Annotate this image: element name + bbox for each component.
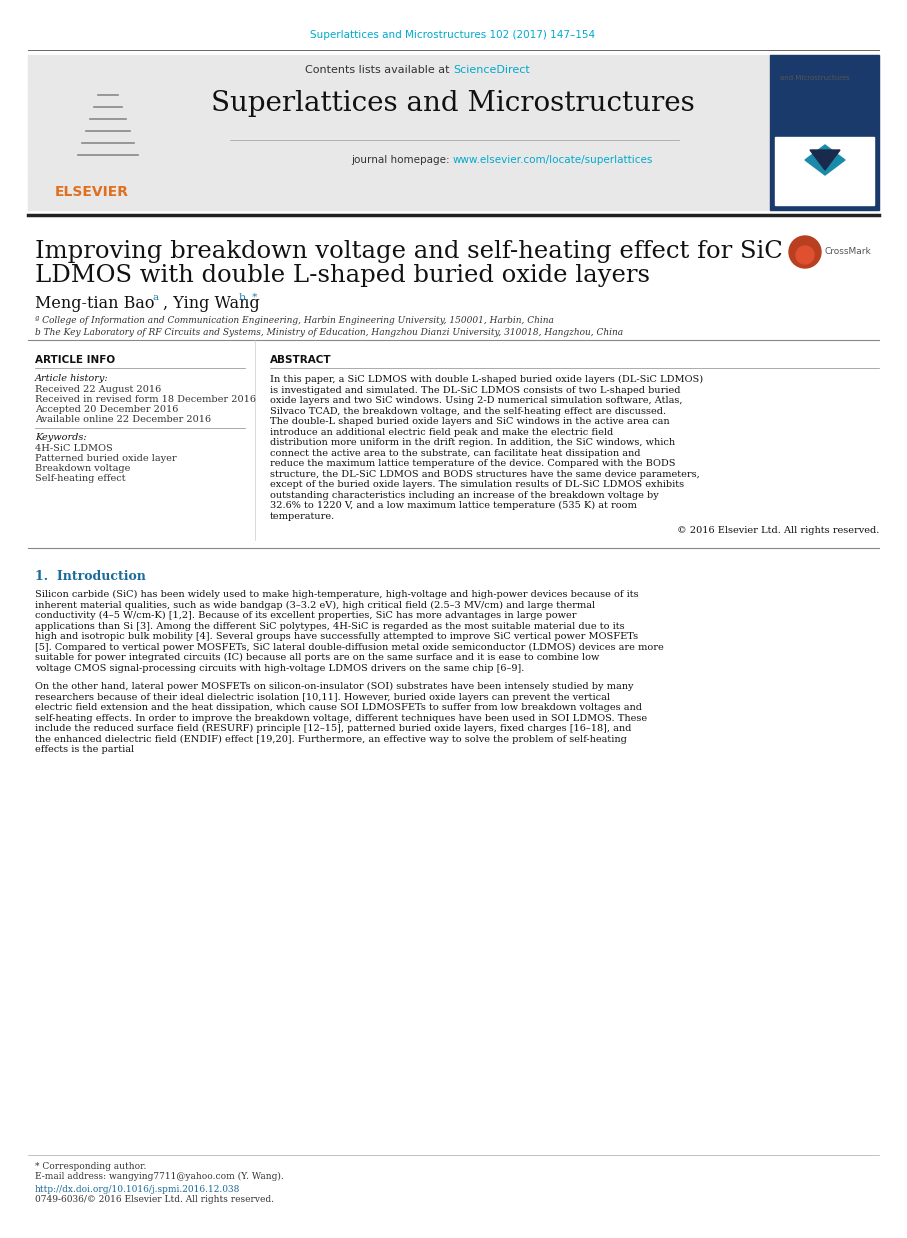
Text: Contents lists available at: Contents lists available at (305, 66, 453, 76)
Text: outstanding characteristics including an increase of the breakdown voltage by: outstanding characteristics including an… (270, 490, 658, 499)
Text: voltage CMOS signal-processing circuits with high-voltage LDMOS drivers on the s: voltage CMOS signal-processing circuits … (35, 664, 524, 672)
Text: b The Key Laboratory of RF Circuits and Systems, Ministry of Education, Hangzhou: b The Key Laboratory of RF Circuits and … (35, 328, 623, 337)
Text: ABSTRACT: ABSTRACT (270, 355, 332, 365)
Bar (28, 54, 879, 210)
Text: self-heating effects. In order to improve the breakdown voltage, different techn: self-heating effects. In order to improv… (35, 713, 647, 723)
Text: Self-heating effect: Self-heating effect (35, 474, 126, 483)
Text: , Ying Wang: , Ying Wang (163, 295, 259, 312)
Text: conductivity (4–5 W/cm-K) [1,2]. Because of its excellent properties, SiC has mo: conductivity (4–5 W/cm-K) [1,2]. Because… (35, 612, 577, 620)
Text: On the other hand, lateral power MOSFETs on silicon-on-insulator (SOI) substrate: On the other hand, lateral power MOSFETs… (35, 682, 633, 691)
Text: Improving breakdown voltage and self-heating effect for SiC: Improving breakdown voltage and self-hea… (35, 240, 783, 262)
Text: Superlattices and Microstructures: Superlattices and Microstructures (211, 90, 695, 118)
Text: Received 22 August 2016: Received 22 August 2016 (35, 385, 161, 394)
Bar (770, 54, 879, 210)
Bar (775, 137, 874, 206)
Text: structure, the DL-SiC LDMOS and BODS structures have the same device parameters,: structure, the DL-SiC LDMOS and BODS str… (270, 469, 699, 479)
Text: Superlattices: Superlattices (780, 66, 848, 74)
Text: 0749-6036/© 2016 Elsevier Ltd. All rights reserved.: 0749-6036/© 2016 Elsevier Ltd. All right… (35, 1195, 274, 1205)
Text: Superlattices and Microstructures 102 (2017) 147–154: Superlattices and Microstructures 102 (2… (310, 30, 596, 40)
Text: and Microstructures: and Microstructures (780, 76, 850, 80)
Text: journal homepage:: journal homepage: (351, 155, 453, 165)
Text: distribution more uniform in the drift region. In addition, the SiC windows, whi: distribution more uniform in the drift r… (270, 438, 675, 447)
Text: include the reduced surface field (RESURF) principle [12–15], patterned buried o: include the reduced surface field (RESUR… (35, 724, 631, 733)
Text: Silvaco TCAD, the breakdown voltage, and the self-heating effect are discussed.: Silvaco TCAD, the breakdown voltage, and… (270, 406, 666, 416)
Text: Received in revised form 18 December 2016: Received in revised form 18 December 201… (35, 395, 256, 404)
Text: applications than Si [3]. Among the different SiC polytypes, 4H-SiC is regarded : applications than Si [3]. Among the diff… (35, 621, 625, 630)
Polygon shape (805, 145, 845, 175)
Text: temperature.: temperature. (270, 511, 336, 520)
Text: * Corresponding author.: * Corresponding author. (35, 1162, 146, 1171)
Text: Accepted 20 December 2016: Accepted 20 December 2016 (35, 405, 179, 413)
Text: ScienceDirect: ScienceDirect (453, 66, 530, 76)
Text: Breakdown voltage: Breakdown voltage (35, 464, 131, 473)
Text: electric field extension and the heat dissipation, which cause SOI LDMOSFETs to : electric field extension and the heat di… (35, 703, 642, 712)
Text: Silicon carbide (SiC) has been widely used to make high-temperature, high-voltag: Silicon carbide (SiC) has been widely us… (35, 591, 639, 599)
Text: LDMOS with double L-shaped buried oxide layers: LDMOS with double L-shaped buried oxide … (35, 264, 650, 287)
Circle shape (789, 236, 821, 267)
Text: The double-L shaped buried oxide layers and SiC windows in the active area can: The double-L shaped buried oxide layers … (270, 417, 669, 426)
Text: except of the buried oxide layers. The simulation results of DL-SiC LDMOS exhibi: except of the buried oxide layers. The s… (270, 480, 684, 489)
Text: b, *: b, * (239, 293, 258, 302)
Bar (28, 90, 188, 175)
Text: reduce the maximum lattice temperature of the device. Compared with the BODS: reduce the maximum lattice temperature o… (270, 459, 676, 468)
Text: the enhanced dielectric field (ENDIF) effect [19,20]. Furthermore, an effective : the enhanced dielectric field (ENDIF) ef… (35, 734, 627, 744)
Text: researchers because of their ideal dielectric isolation [10,11]. However, buried: researchers because of their ideal diele… (35, 692, 610, 702)
Text: 32.6% to 1220 V, and a low maximum lattice temperature (535 K) at room: 32.6% to 1220 V, and a low maximum latti… (270, 501, 637, 510)
Text: ARTICLE INFO: ARTICLE INFO (35, 355, 115, 365)
Text: inherent material qualities, such as wide bandgap (3–3.2 eV), high critical fiel: inherent material qualities, such as wid… (35, 600, 595, 609)
Text: ª College of Information and Communication Engineering, Harbin Engineering Unive: ª College of Information and Communicati… (35, 316, 554, 326)
Text: Article history:: Article history: (35, 374, 109, 383)
Text: © 2016 Elsevier Ltd. All rights reserved.: © 2016 Elsevier Ltd. All rights reserved… (677, 526, 879, 535)
Text: CrossMark: CrossMark (825, 248, 872, 256)
Polygon shape (810, 150, 840, 170)
Text: is investigated and simulated. The DL-SiC LDMOS consists of two L-shaped buried: is investigated and simulated. The DL-Si… (270, 385, 680, 395)
Text: ELSEVIER: ELSEVIER (55, 184, 129, 199)
Text: oxide layers and two SiC windows. Using 2-D numerical simulation software, Atlas: oxide layers and two SiC windows. Using … (270, 396, 682, 405)
Text: www.elsevier.com/locate/superlattices: www.elsevier.com/locate/superlattices (453, 155, 653, 165)
Text: suitable for power integrated circuits (IC) because all ports are on the same su: suitable for power integrated circuits (… (35, 652, 600, 662)
Text: Available online 22 December 2016: Available online 22 December 2016 (35, 415, 211, 423)
Text: connect the active area to the substrate, can facilitate heat dissipation and: connect the active area to the substrate… (270, 448, 640, 458)
Text: 4H-SiC LDMOS: 4H-SiC LDMOS (35, 444, 112, 453)
Text: http://dx.doi.org/10.1016/j.spmi.2016.12.038: http://dx.doi.org/10.1016/j.spmi.2016.12… (35, 1185, 240, 1193)
Text: 1.  Introduction: 1. Introduction (35, 569, 146, 583)
Text: In this paper, a SiC LDMOS with double L-shaped buried oxide layers (DL-SiC LDMO: In this paper, a SiC LDMOS with double L… (270, 375, 703, 384)
Text: [5]. Compared to vertical power MOSFETs, SiC lateral double-diffusion metal oxid: [5]. Compared to vertical power MOSFETs,… (35, 643, 664, 651)
Text: a: a (153, 293, 159, 302)
Text: Patterned buried oxide layer: Patterned buried oxide layer (35, 454, 177, 463)
Text: E-mail address: wangying7711@yahoo.com (Y. Wang).: E-mail address: wangying7711@yahoo.com (… (35, 1172, 284, 1181)
Text: high and isotropic bulk mobility [4]. Several groups have successfully attempted: high and isotropic bulk mobility [4]. Se… (35, 633, 639, 641)
Text: Meng-tian Bao: Meng-tian Bao (35, 295, 154, 312)
Circle shape (796, 246, 814, 264)
Text: Keywords:: Keywords: (35, 433, 87, 442)
Text: effects is the partial: effects is the partial (35, 745, 134, 754)
Text: introduce an additional electric field peak and make the electric field: introduce an additional electric field p… (270, 427, 613, 437)
